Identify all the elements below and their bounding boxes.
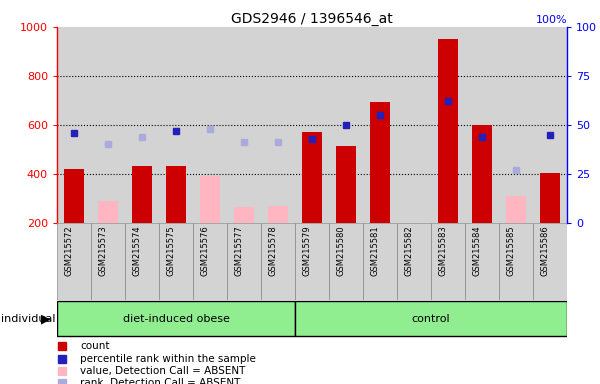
Text: ▶: ▶ <box>41 312 50 325</box>
Text: GSM215575: GSM215575 <box>167 225 176 276</box>
Text: GSM215574: GSM215574 <box>133 225 142 276</box>
Bar <box>499 27 533 223</box>
Bar <box>125 223 159 300</box>
Bar <box>125 27 159 223</box>
Title: GDS2946 / 1396546_at: GDS2946 / 1396546_at <box>231 12 393 26</box>
Text: control: control <box>412 314 451 324</box>
Text: percentile rank within the sample: percentile rank within the sample <box>80 354 256 364</box>
Bar <box>159 27 193 223</box>
Text: GSM215579: GSM215579 <box>303 225 312 276</box>
Bar <box>329 223 363 300</box>
Bar <box>336 146 356 223</box>
Bar <box>499 223 533 300</box>
Bar <box>261 27 295 223</box>
Bar <box>200 176 220 223</box>
Bar <box>533 27 567 223</box>
Bar <box>57 27 91 223</box>
Bar <box>57 223 91 300</box>
Text: individual: individual <box>1 314 55 324</box>
Text: GSM215582: GSM215582 <box>405 225 414 276</box>
Text: GSM215576: GSM215576 <box>201 225 210 276</box>
Bar <box>533 223 567 300</box>
Text: GSM215584: GSM215584 <box>473 225 482 276</box>
Bar <box>431 27 465 223</box>
Bar <box>268 205 288 223</box>
Text: GSM215586: GSM215586 <box>541 225 550 276</box>
Bar <box>329 27 363 223</box>
Text: value, Detection Call = ABSENT: value, Detection Call = ABSENT <box>80 366 245 376</box>
Bar <box>302 132 322 223</box>
Bar <box>98 201 118 223</box>
Bar <box>64 169 84 223</box>
Bar <box>227 27 261 223</box>
Bar <box>465 223 499 300</box>
Bar <box>363 223 397 300</box>
Text: GSM215577: GSM215577 <box>235 225 244 276</box>
Bar <box>295 301 567 336</box>
Text: GSM215585: GSM215585 <box>507 225 516 276</box>
Bar <box>166 166 186 223</box>
Text: GSM215580: GSM215580 <box>337 225 346 276</box>
Text: GSM215572: GSM215572 <box>65 225 74 276</box>
Text: GSM215573: GSM215573 <box>99 225 108 276</box>
Text: 100%: 100% <box>535 15 567 25</box>
Bar <box>397 223 431 300</box>
Bar <box>193 223 227 300</box>
Bar <box>472 125 492 223</box>
Bar <box>397 27 431 223</box>
Bar <box>91 223 125 300</box>
Bar <box>438 39 458 223</box>
Text: diet-induced obese: diet-induced obese <box>122 314 229 324</box>
Bar <box>370 101 390 223</box>
Bar <box>465 27 499 223</box>
Bar <box>295 223 329 300</box>
Bar <box>159 223 193 300</box>
Text: GSM215583: GSM215583 <box>439 225 448 276</box>
Bar <box>193 27 227 223</box>
Bar <box>132 166 152 223</box>
Bar <box>295 27 329 223</box>
Bar <box>234 207 254 223</box>
Text: GSM215578: GSM215578 <box>269 225 278 276</box>
Bar <box>91 27 125 223</box>
Bar <box>506 196 526 223</box>
Bar <box>57 301 295 336</box>
Bar <box>227 223 261 300</box>
Text: GSM215581: GSM215581 <box>371 225 380 276</box>
Text: rank, Detection Call = ABSENT: rank, Detection Call = ABSENT <box>80 378 241 384</box>
Text: count: count <box>80 341 109 351</box>
Bar <box>363 27 397 223</box>
Bar <box>540 172 560 223</box>
Bar <box>261 223 295 300</box>
Bar <box>431 223 465 300</box>
